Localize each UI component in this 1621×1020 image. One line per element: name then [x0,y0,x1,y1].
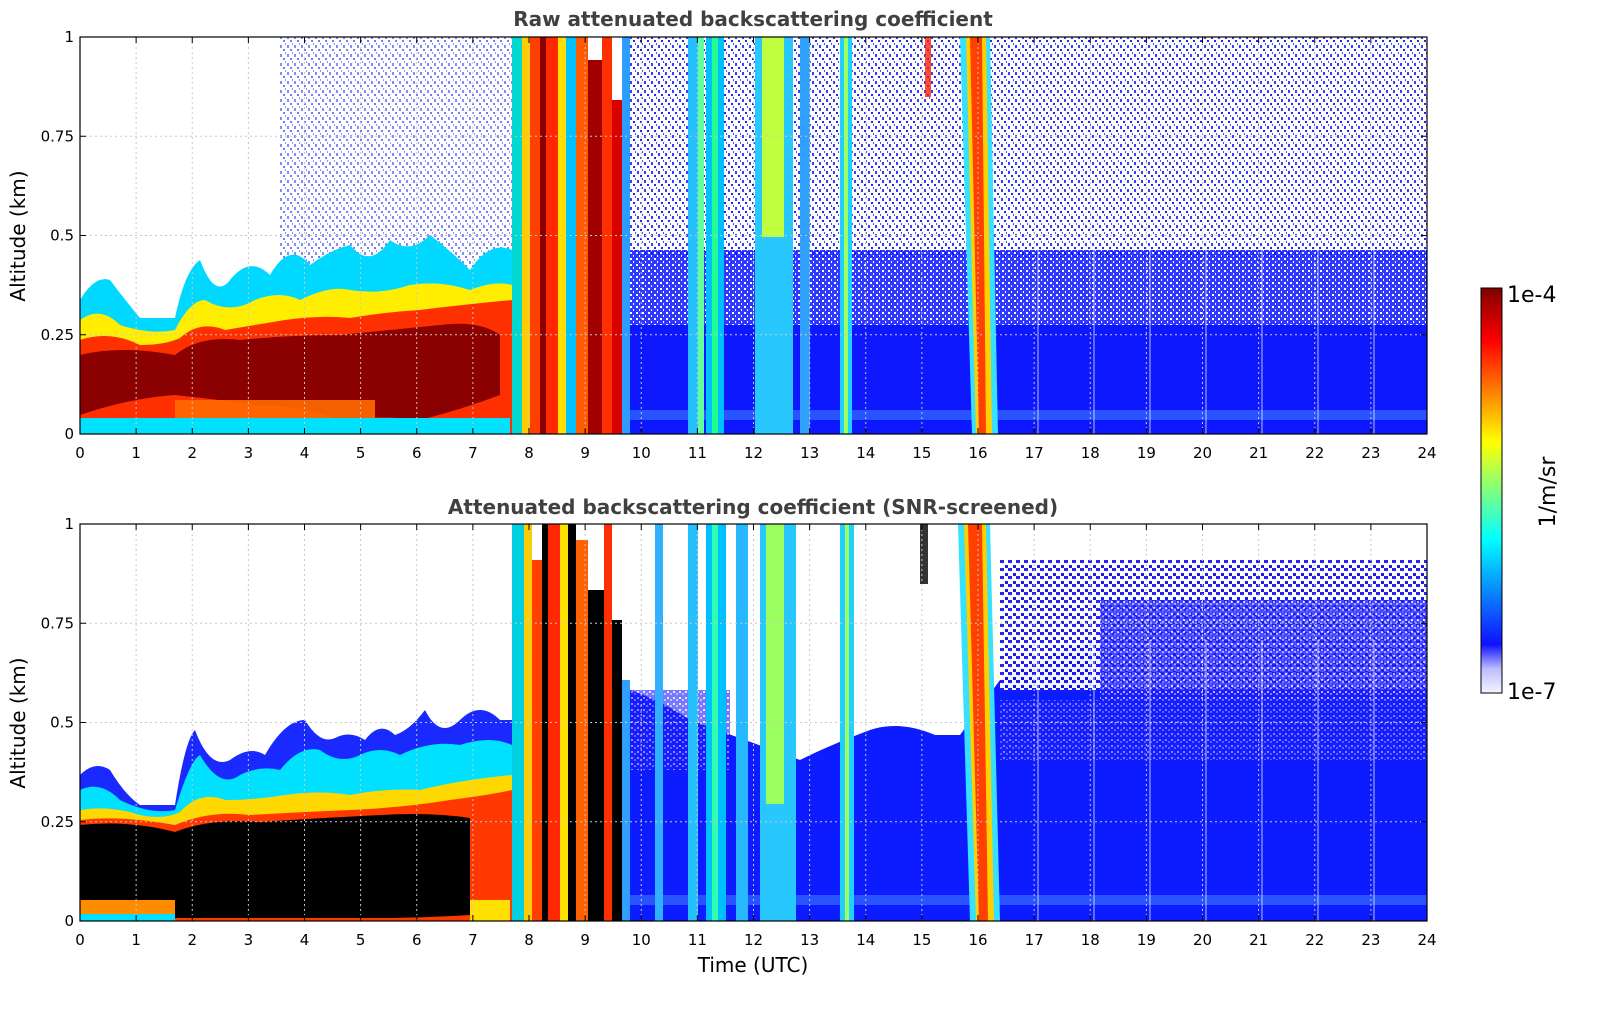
x-tick-label: 15 [912,444,931,462]
x-axis-screened: 0 1 2 3 4 5 6 7 8 9 10 11 12 13 14 15 16 17 18 19 20 21 22 23 24 [75,524,1437,949]
panel-raw: Raw attenuated backscattering coefficien… [6,7,1437,462]
x-tick-label: 8 [524,931,534,949]
y-axis-label-raw: Altitude (km) [6,170,30,301]
y-axis-label-screened: Altitude (km) [6,657,30,788]
y-tick-label: 0.25 [41,326,74,344]
x-tick-label: 4 [300,444,310,462]
x-tick-label: 14 [856,444,875,462]
x-tick-label: 12 [744,444,763,462]
y-tick-label: 0 [64,912,74,930]
x-tick-label: 7 [468,931,478,949]
x-tick-label: 2 [187,931,197,949]
x-tick-label: 3 [244,931,254,949]
grid-raw [80,37,1427,434]
x-tick-label: 23 [1361,931,1380,949]
colorbar-min-label: 1e-7 [1507,680,1556,705]
x-tick-label: 16 [968,931,987,949]
x-tick-label: 6 [412,444,422,462]
x-tick-label: 15 [912,931,931,949]
x-tick-label: 19 [1137,444,1156,462]
x-axis-raw: 0 1 2 3 4 5 6 7 8 9 10 11 12 13 14 15 16 17 18 19 20 21 22 23 24 [75,37,1437,462]
colorbar-unit-label: 1/m/sr [1536,456,1561,528]
heatmap-raw [80,37,1427,434]
grid-screened [80,524,1427,921]
x-tick-label: 22 [1305,931,1324,949]
x-tick-label: 22 [1305,444,1324,462]
chart-title-screened: Attenuated backscattering coefficient (S… [448,495,1058,519]
x-tick-label: 17 [1025,931,1044,949]
x-tick-label: 3 [244,444,254,462]
x-tick-label: 14 [856,931,875,949]
y-tick-label: 1 [64,28,74,46]
x-tick-label: 2 [187,444,197,462]
x-tick-label: 21 [1249,931,1268,949]
x-tick-label: 24 [1417,444,1436,462]
x-tick-label: 6 [412,931,422,949]
y-tick-label: 0.25 [41,813,74,831]
chart-title-raw: Raw attenuated backscattering coefficien… [513,7,993,31]
x-tick-label: 9 [580,444,590,462]
y-axis-raw: 0 0.25 0.5 0.75 1 [41,28,1427,443]
heatmap-screened [80,524,1427,921]
x-tick-label: 10 [632,444,651,462]
x-tick-label: 7 [468,444,478,462]
x-tick-label: 23 [1361,444,1380,462]
x-tick-label: 13 [800,931,819,949]
x-tick-label: 19 [1137,931,1156,949]
x-tick-label: 16 [968,444,987,462]
x-tick-label: 18 [1081,444,1100,462]
x-tick-label: 11 [688,931,707,949]
y-tick-label: 0.5 [50,714,74,732]
colorbar-gradient [1480,287,1503,694]
x-tick-label: 8 [524,444,534,462]
x-tick-label: 0 [75,931,85,949]
x-tick-label: 5 [356,931,366,949]
x-tick-label: 20 [1193,444,1212,462]
y-axis-screened: 0 0.25 0.5 0.75 1 [41,515,1427,930]
y-tick-label: 0 [64,425,74,443]
x-tick-label: 1 [131,444,141,462]
colorbar-max-label: 1e-4 [1507,283,1556,308]
x-tick-label: 12 [744,931,763,949]
x-tick-label: 0 [75,444,85,462]
x-axis-label: Time (UTC) [697,953,809,977]
y-tick-label: 0.5 [50,227,74,245]
x-tick-label: 9 [580,931,590,949]
colorbar: 1e-4 1e-7 1/m/sr [1480,283,1561,705]
x-tick-label: 13 [800,444,819,462]
y-tick-label: 0.75 [41,127,74,145]
x-tick-label: 20 [1193,931,1212,949]
x-tick-label: 4 [300,931,310,949]
x-tick-label: 10 [632,931,651,949]
x-tick-label: 5 [356,444,366,462]
panel-screened: Attenuated backscattering coefficient (S… [6,495,1437,977]
x-tick-label: 1 [131,931,141,949]
x-tick-label: 18 [1081,931,1100,949]
y-tick-label: 0.75 [41,614,74,632]
y-tick-label: 1 [64,515,74,533]
x-tick-label: 21 [1249,444,1268,462]
x-tick-label: 11 [688,444,707,462]
x-tick-label: 24 [1417,931,1436,949]
x-tick-label: 17 [1025,444,1044,462]
